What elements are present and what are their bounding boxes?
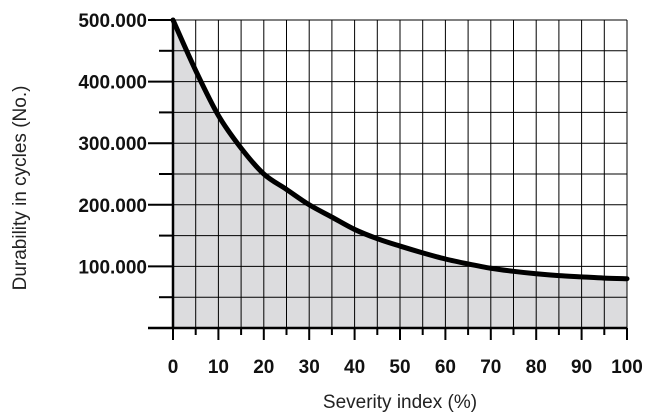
x-tick-label: 80 [526, 357, 547, 378]
x-tick-label: 70 [480, 357, 501, 378]
y-tick-label: 100.000 [78, 257, 147, 278]
series-line [170, 17, 630, 282]
grid [173, 19, 628, 328]
x-tick-label: 30 [299, 357, 320, 378]
x-axis-label: Severity index (%) [323, 392, 477, 413]
x-tick-label: 50 [389, 357, 410, 378]
x-tick-label: 0 [168, 357, 179, 378]
y-tick-label: 400.000 [78, 73, 147, 94]
plot-area: 0 10 20 30 40 50 60 70 80 90 100 100.000 200.000 300… [78, 11, 643, 378]
y-axis-label: Durability in cycles (No.) [10, 86, 31, 291]
y-tick-label: 200.000 [78, 196, 147, 217]
x-tick-label: 10 [208, 357, 229, 378]
x-tick-label: 100 [611, 357, 643, 378]
x-tick-label: 20 [253, 357, 274, 378]
x-tick-label: 40 [344, 357, 365, 378]
x-tick-label: 60 [435, 357, 456, 378]
x-ticks: 0 10 20 30 40 50 60 70 80 90 100 [168, 328, 643, 378]
y-tick-label: 500.000 [78, 11, 147, 32]
x-tick-label: 90 [571, 357, 592, 378]
y-tick-label: 300.000 [78, 134, 147, 155]
y-ticks: 100.000 200.000 300.000 400.000 500.000 [78, 11, 173, 299]
